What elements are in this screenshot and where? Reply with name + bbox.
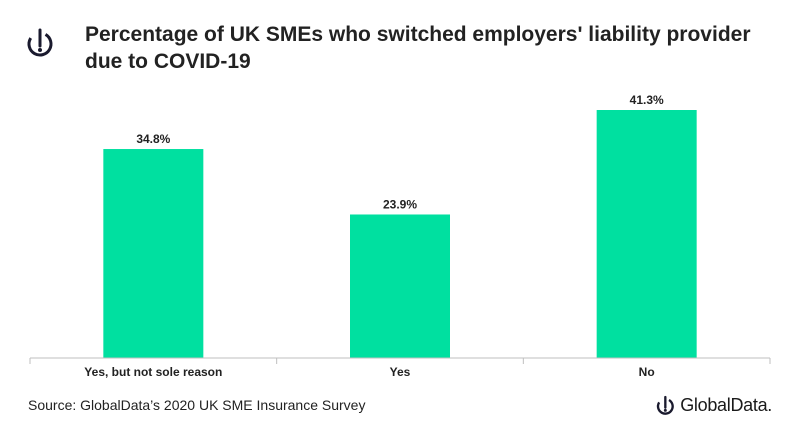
globaldata-logo-icon — [27, 28, 53, 57]
data-label-0: 34.8% — [136, 132, 170, 146]
data-label-1: 23.9% — [383, 197, 417, 211]
chart-title: Percentage of UK SMEs who switched emplo… — [85, 23, 751, 73]
bar-2 — [596, 110, 697, 358]
brand-name: GlobalData. — [680, 394, 772, 415]
category-label-2: No — [639, 365, 655, 379]
category-label-0: Yes, but not sole reason — [84, 365, 222, 379]
source-note: Source: GlobalData’s 2020 UK SME Insuran… — [28, 397, 366, 413]
globaldata-logo-icon — [657, 395, 675, 415]
bar-1 — [350, 214, 450, 358]
data-label-2: 41.3% — [630, 93, 664, 107]
brand-logo: GlobalData. — [656, 393, 772, 417]
bar-chart: 34.8% Yes, but not sole reason 23.9% Yes 41.… — [29, 93, 771, 379]
category-label-1: Yes — [390, 365, 411, 379]
bar-0 — [103, 149, 204, 358]
